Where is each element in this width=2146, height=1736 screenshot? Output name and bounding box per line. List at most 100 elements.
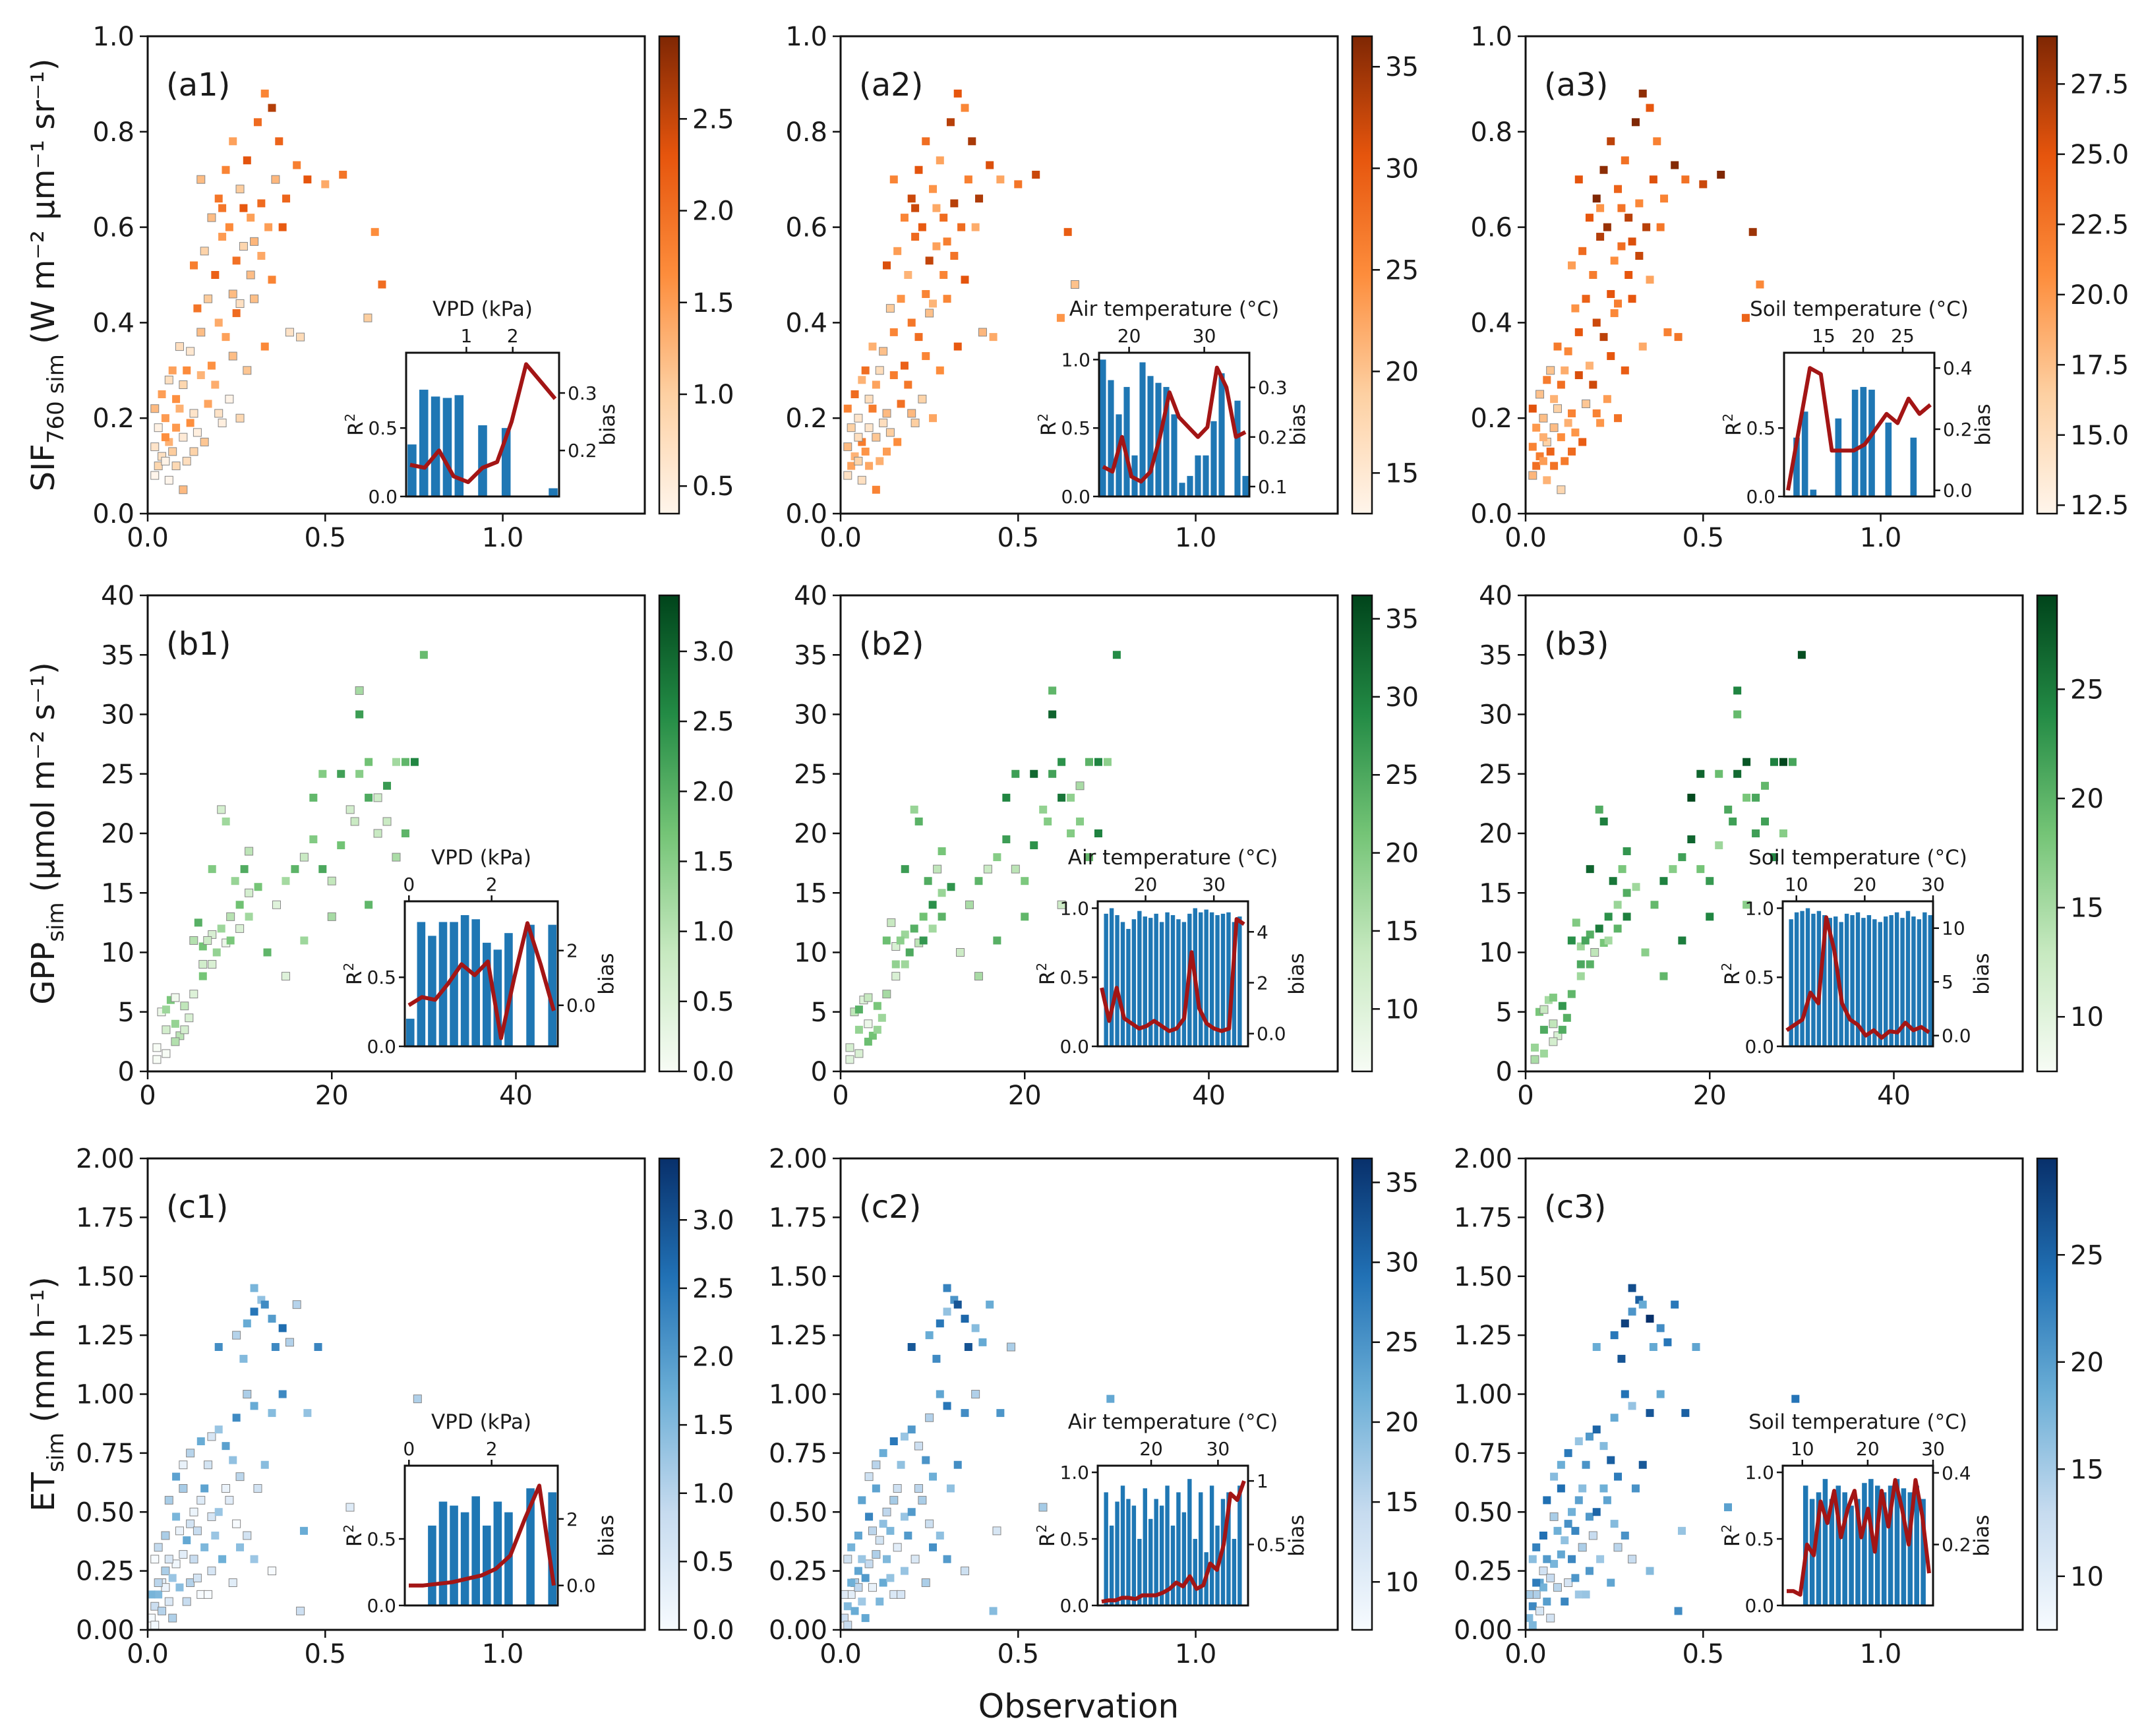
data-point <box>171 993 180 1002</box>
r2-bar <box>1828 918 1832 1046</box>
data-point <box>882 936 891 945</box>
data-point <box>1610 1414 1619 1422</box>
y-tick-label: 5 <box>811 998 827 1028</box>
colorbar-tick-label: 30 <box>1385 682 1419 713</box>
data-point <box>225 223 233 231</box>
data-point <box>1585 361 1594 370</box>
r2-bar <box>1131 455 1138 496</box>
data-point <box>235 1472 245 1482</box>
y-tick-label: 30 <box>101 700 134 731</box>
r2-bar <box>1123 386 1130 496</box>
inset-right-tick-label: 0.0 <box>566 1575 596 1597</box>
colorbar-tick-label: 35 <box>1385 52 1419 82</box>
data-point <box>186 1449 195 1458</box>
data-point <box>1681 175 1690 184</box>
colorbar-tick-label: 35 <box>1385 605 1419 635</box>
data-point <box>858 1555 866 1563</box>
data-point <box>1549 1037 1558 1046</box>
r2-bar <box>1120 1485 1125 1605</box>
data-point <box>1761 781 1770 790</box>
scatter-series <box>843 89 1079 494</box>
colorbar-tick-label: 17.5 <box>2070 350 2129 380</box>
panel-label: (c3) <box>1544 1189 1606 1226</box>
data-point <box>1532 1590 1541 1599</box>
data-point <box>868 1031 877 1040</box>
data-point <box>1572 918 1580 927</box>
data-point <box>854 456 863 465</box>
data-point <box>1063 227 1072 236</box>
x-tick-label: 0 <box>1517 1081 1534 1111</box>
y-tick-label: 1.00 <box>76 1380 134 1410</box>
y-tick-label: 1.0 <box>92 22 134 52</box>
data-point <box>1561 1598 1569 1606</box>
panel-label: (a3) <box>1544 67 1608 104</box>
r2-bar <box>1900 918 1905 1046</box>
colorbar-tick-label: 20 <box>2070 784 2104 814</box>
superscript: 2 <box>341 1524 357 1533</box>
data-point <box>1724 805 1733 814</box>
data-point <box>943 1307 951 1316</box>
colorbar-tick-label: 15 <box>1385 458 1419 489</box>
data-point <box>974 877 983 885</box>
y-tick-label: 0.6 <box>785 213 827 243</box>
data-point <box>250 237 259 246</box>
data-point <box>1574 371 1583 380</box>
inset-left-tick-label: 1.0 <box>1059 897 1089 919</box>
r2-bar <box>1237 916 1242 1046</box>
data-point <box>891 960 900 969</box>
data-point <box>882 1507 891 1516</box>
inset-left-tick-label: 0.0 <box>1744 1595 1774 1617</box>
data-point <box>318 769 327 778</box>
data-point <box>355 686 364 695</box>
data-point <box>1638 1460 1647 1469</box>
data-point <box>845 1055 854 1064</box>
data-point <box>968 137 976 146</box>
data-point <box>150 1621 160 1630</box>
data-point <box>964 175 972 184</box>
data-point <box>901 930 909 939</box>
data-point <box>239 204 248 212</box>
data-point <box>222 817 230 825</box>
ylabel-units: (mm h⁻¹) <box>25 1276 62 1432</box>
data-point <box>268 276 276 284</box>
r2-bar <box>1148 1518 1153 1605</box>
inset: 0 2 VPD (kPa) 0.0 0.5R2 0.0 2 bias <box>341 846 618 1058</box>
superscript: 2 <box>1719 963 1735 971</box>
inset-left-tick-label: 1.0 <box>1061 349 1090 371</box>
data-point <box>1530 1043 1539 1052</box>
data-point <box>885 304 895 313</box>
scatter-series <box>150 89 386 494</box>
data-point <box>179 433 188 442</box>
inset-top-tick-label: 2 <box>486 1438 498 1460</box>
x-tick-label: 0.0 <box>820 523 862 553</box>
data-point <box>897 400 905 408</box>
bias-line <box>409 362 557 485</box>
panel-label: (c1) <box>166 1189 228 1226</box>
r2-bar <box>1789 919 1793 1046</box>
data-point <box>1635 252 1644 260</box>
data-point <box>858 1598 866 1606</box>
data-point <box>1642 223 1651 231</box>
data-point <box>282 195 291 203</box>
data-point <box>193 428 202 437</box>
data-point <box>907 195 916 203</box>
data-point <box>263 948 272 957</box>
data-point <box>175 404 184 413</box>
colorbar-tick-label: 15.0 <box>2070 421 2129 451</box>
data-point <box>291 865 299 874</box>
data-point <box>154 1590 163 1599</box>
y-tick-label: 0.0 <box>92 499 134 529</box>
y-tick-label: 25 <box>1479 760 1512 790</box>
data-point <box>929 185 938 193</box>
data-point <box>847 423 856 433</box>
data-point <box>971 1390 980 1398</box>
data-point <box>1553 1583 1562 1592</box>
data-point <box>179 1550 188 1559</box>
data-point <box>918 1495 927 1505</box>
colorbar-tick-label: 27.5 <box>2070 69 2129 100</box>
inset-frame <box>405 351 560 498</box>
data-point <box>200 1484 209 1493</box>
data-point <box>373 793 382 802</box>
data-point <box>207 361 216 370</box>
